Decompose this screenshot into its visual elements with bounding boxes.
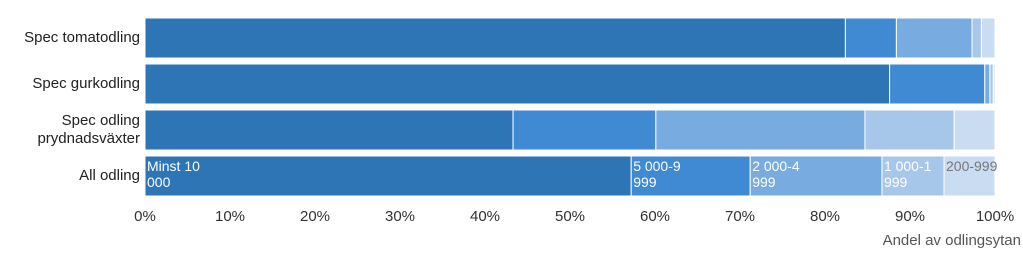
y-tick-label: Spec odling prydnadsväxter [37,112,140,147]
bar-segment [844,17,897,59]
bar-segment [984,63,991,105]
bar-segment [655,109,866,151]
x-tick-label: 80% [809,208,841,225]
bar-segment [512,109,657,151]
x-tick-label: 10% [214,208,246,225]
bar-segment [992,63,996,105]
bar-segment [895,17,973,59]
bar-segment [881,155,945,197]
bar-segment [144,109,514,151]
legend-label: 200-999 [946,158,998,174]
bar-segment [144,63,891,105]
bar-segment [889,63,986,105]
x-tick-label: 70% [724,208,756,225]
x-tick-label: 40% [469,208,501,225]
x-tick-label: 100% [975,208,1015,225]
bar-segment [864,109,955,151]
legend-label: 1 000-1 999 [883,158,932,190]
x-tick-label: 30% [384,208,416,225]
y-tick-label: All odling [79,167,140,184]
legend-label: 5 000-9 999 [633,158,681,190]
x-tick-label: 60% [639,208,671,225]
x-tick-label: 20% [299,208,331,225]
bar-segment [989,63,994,105]
x-tick-label: 90% [894,208,926,225]
bar-segment [630,155,751,197]
bar-segment [144,155,632,197]
legend-label: 2 000-4 999 [752,158,800,190]
bar-segment [943,155,996,197]
bar-segment [971,17,982,59]
x-tick-label: 50% [554,208,586,225]
bar-segment [749,155,883,197]
y-tick-label: Spec tomatodling [24,29,140,46]
bar-segment [953,109,996,151]
bar-segment [980,17,996,59]
x-axis-label: Andel av odlingsytan [882,232,1021,249]
bar-segment [144,17,846,59]
y-tick-label: Spec gurkodling [32,75,140,92]
x-tick-label: 0% [134,208,156,225]
legend-label: Minst 10 000 [147,158,200,190]
